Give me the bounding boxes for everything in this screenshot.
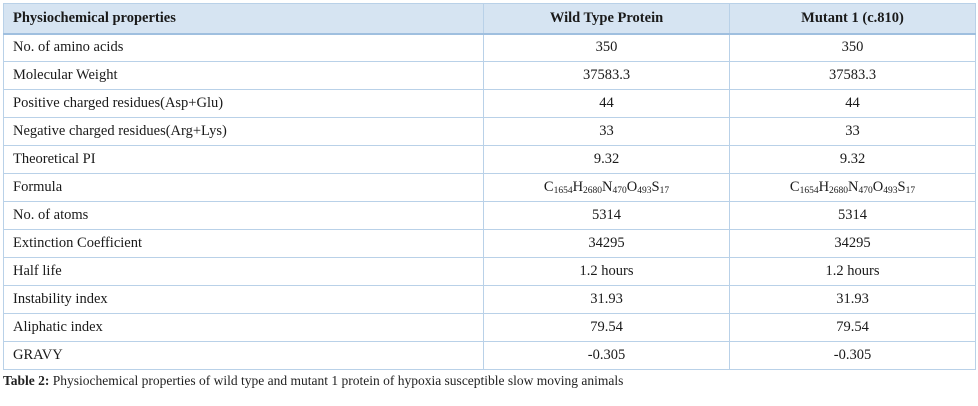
wild-type-cell: 31.93 (483, 285, 730, 314)
mutant-cell: 33 (729, 117, 976, 146)
table-row: Half life 1.2 hours 1.2 hours (3, 257, 976, 286)
table-container: Physiochemical properties Wild Type Prot… (3, 3, 976, 389)
table-row: Aliphatic index 79.54 79.54 (3, 313, 976, 342)
property-cell: Positive charged residues(Asp+Glu) (3, 89, 484, 118)
caption-text: Physiochemical properties of wild type a… (49, 373, 624, 388)
property-cell: Negative charged residues(Arg+Lys) (3, 117, 484, 146)
wild-type-cell: 37583.3 (483, 61, 730, 90)
wild-type-cell: 33 (483, 117, 730, 146)
table-row: No. of atoms 5314 5314 (3, 201, 976, 230)
mutant-cell: 1.2 hours (729, 257, 976, 286)
mutant-cell: 37583.3 (729, 61, 976, 90)
property-cell: No. of atoms (3, 201, 484, 230)
table-row: GRAVY -0.305 -0.305 (3, 341, 976, 370)
wild-type-cell: 9.32 (483, 145, 730, 174)
mutant-cell: 350 (729, 33, 976, 62)
table-row: Molecular Weight 37583.3 37583.3 (3, 61, 976, 90)
property-cell: Theoretical PI (3, 145, 484, 174)
wild-type-cell: 79.54 (483, 313, 730, 342)
property-cell: No. of amino acids (3, 33, 484, 62)
table-row: Theoretical PI 9.32 9.32 (3, 145, 976, 174)
header-mutant-1: Mutant 1 (c.810) (729, 3, 976, 35)
wild-type-cell: 34295 (483, 229, 730, 258)
property-cell: Formula (3, 173, 484, 202)
wild-type-cell: 350 (483, 33, 730, 62)
header-wild-type: Wild Type Protein (483, 3, 730, 35)
mutant-cell: 5314 (729, 201, 976, 230)
wild-type-cell: 1.2 hours (483, 257, 730, 286)
table-row: No. of amino acids 350 350 (3, 33, 976, 62)
header-property: Physiochemical properties (3, 3, 484, 35)
table-row: Instability index 31.93 31.93 (3, 285, 976, 314)
property-cell: Half life (3, 257, 484, 286)
wild-type-formula-cell: C1654H2680N470O493S17 (483, 173, 730, 202)
wild-type-cell: 44 (483, 89, 730, 118)
property-cell: Aliphatic index (3, 313, 484, 342)
header-row: Physiochemical properties Wild Type Prot… (3, 3, 976, 35)
mutant-cell: 44 (729, 89, 976, 118)
wild-type-cell: 5314 (483, 201, 730, 230)
mutant-cell: 31.93 (729, 285, 976, 314)
mutant-cell: -0.305 (729, 341, 976, 370)
mutant-formula-cell: C1654H2680N470O493S17 (729, 173, 976, 202)
caption-label: Table 2: (3, 373, 50, 388)
table-row: Positive charged residues(Asp+Glu) 44 44 (3, 89, 976, 118)
property-cell: Instability index (3, 285, 484, 314)
table-row: Extinction Coefficient 34295 34295 (3, 229, 976, 258)
table-row: Formula C1654H2680N470O493S17 C1654H2680… (3, 173, 976, 202)
property-cell: GRAVY (3, 341, 484, 370)
mutant-cell: 34295 (729, 229, 976, 258)
mutant-cell: 9.32 (729, 145, 976, 174)
mutant-cell: 79.54 (729, 313, 976, 342)
table-caption: Table 2: Physiochemical properties of wi… (3, 373, 975, 389)
wild-type-cell: -0.305 (483, 341, 730, 370)
property-cell: Molecular Weight (3, 61, 484, 90)
physiochemical-properties-table: Physiochemical properties Wild Type Prot… (3, 3, 976, 370)
table-row: Negative charged residues(Arg+Lys) 33 33 (3, 117, 976, 146)
property-cell: Extinction Coefficient (3, 229, 484, 258)
